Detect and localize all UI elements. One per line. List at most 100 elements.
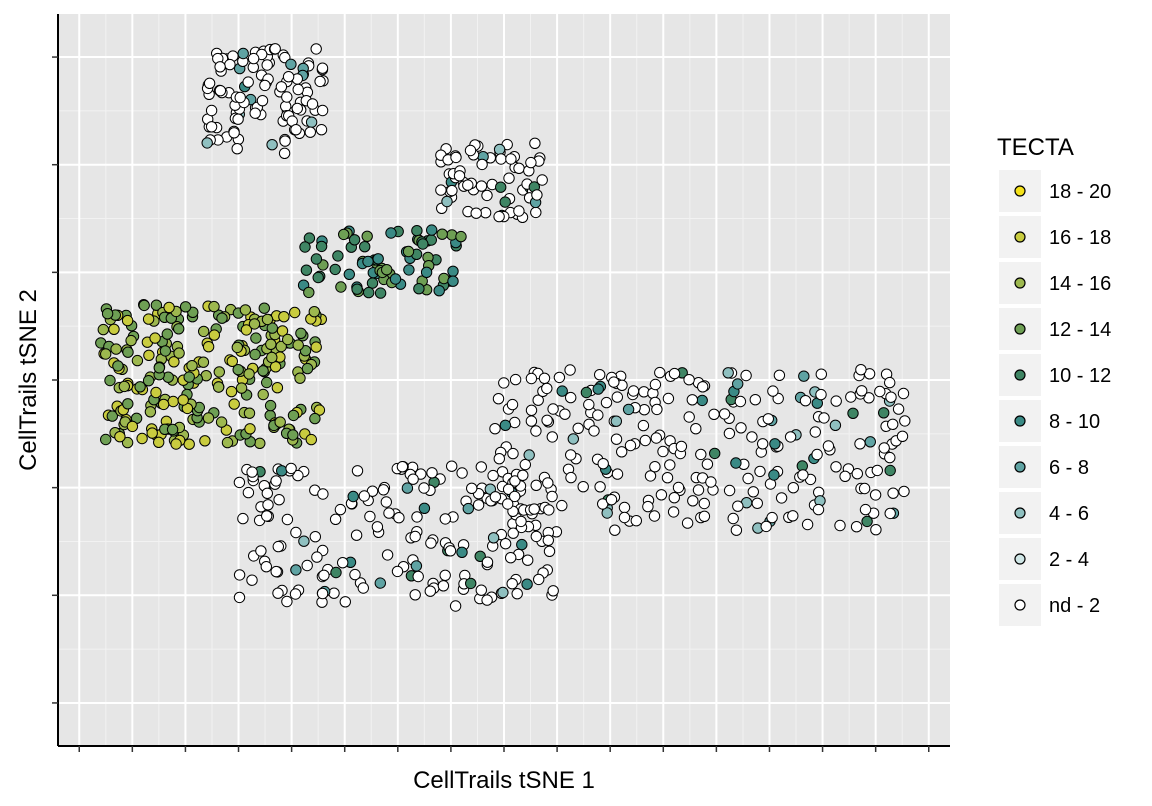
data-point — [822, 440, 835, 452]
data-point — [642, 500, 654, 513]
data-point — [664, 459, 676, 471]
data-point — [247, 52, 260, 65]
data-point — [608, 376, 620, 388]
data-point — [301, 559, 313, 572]
data-point — [740, 369, 752, 382]
legend-label: 16 - 18 — [1049, 227, 1111, 249]
data-point — [499, 538, 512, 550]
data-point — [809, 426, 821, 438]
data-point — [513, 205, 525, 217]
data-point — [309, 531, 321, 543]
data-point — [437, 580, 450, 592]
data-point — [246, 574, 258, 586]
data-point — [146, 427, 158, 439]
data-point — [506, 398, 519, 411]
data-point — [787, 482, 799, 494]
data-point — [259, 79, 271, 92]
data-point — [600, 396, 613, 409]
data-point — [316, 587, 329, 600]
data-point — [618, 511, 631, 524]
legend-label: 4 - 6 — [1049, 503, 1089, 525]
data-point — [547, 403, 559, 415]
data-point — [546, 431, 558, 443]
data-point — [208, 329, 221, 341]
legend-item: 12 - 14 — [999, 308, 1111, 350]
data-point — [310, 43, 322, 55]
data-point — [530, 530, 542, 543]
data-point — [202, 341, 215, 353]
data-point — [358, 490, 370, 502]
data-point — [546, 490, 558, 503]
data-point — [668, 367, 681, 380]
data-point — [208, 300, 220, 313]
data-point — [594, 369, 606, 381]
data-point — [216, 312, 228, 324]
data-point — [328, 587, 340, 599]
data-point — [630, 515, 642, 527]
data-point — [372, 253, 384, 265]
data-point — [413, 283, 425, 295]
legend-swatch — [1014, 369, 1026, 381]
data-point — [339, 596, 351, 608]
data-point — [503, 172, 515, 184]
data-point — [136, 432, 148, 445]
data-point — [330, 566, 342, 579]
data-point — [773, 369, 786, 381]
data-point — [278, 147, 291, 160]
data-point — [401, 482, 414, 494]
data-point — [854, 438, 866, 450]
legend-swatch — [1014, 599, 1026, 611]
data-point — [257, 388, 269, 401]
data-point — [265, 338, 277, 350]
data-point — [100, 348, 112, 360]
data-point — [475, 461, 487, 473]
data-point — [205, 104, 218, 117]
data-point — [270, 475, 282, 487]
data-point — [543, 545, 556, 557]
data-point — [305, 116, 318, 128]
data-point — [308, 306, 320, 318]
data-point — [798, 370, 810, 382]
data-point — [258, 302, 270, 314]
data-point — [371, 521, 384, 533]
data-point — [351, 465, 364, 477]
data-point — [215, 416, 228, 428]
data-point — [214, 85, 227, 97]
data-point — [462, 179, 474, 191]
data-point — [118, 380, 131, 393]
data-point — [232, 113, 244, 125]
data-point — [279, 135, 291, 147]
data-point — [855, 364, 867, 376]
data-point — [734, 395, 747, 408]
data-point — [347, 490, 359, 503]
data-point — [359, 241, 371, 253]
data-point — [605, 494, 618, 506]
data-point — [528, 503, 540, 515]
data-point — [475, 584, 487, 596]
data-point — [697, 381, 709, 393]
data-point — [543, 504, 555, 516]
data-point — [567, 433, 579, 445]
data-point — [698, 510, 711, 522]
data-point — [228, 127, 240, 139]
data-point — [110, 343, 122, 355]
data-point — [281, 91, 293, 103]
data-point — [255, 545, 267, 557]
data-point — [242, 486, 255, 499]
data-point — [525, 372, 538, 385]
data-point — [732, 500, 744, 512]
data-point — [173, 347, 185, 359]
data-point — [374, 577, 386, 589]
data-point — [681, 517, 694, 529]
data-point — [348, 234, 361, 246]
data-point — [266, 322, 278, 334]
data-point — [294, 372, 306, 384]
data-point — [316, 62, 329, 74]
data-point — [306, 98, 319, 110]
data-point — [199, 435, 211, 447]
data-point — [644, 470, 657, 482]
data-point — [311, 551, 323, 563]
data-point — [213, 366, 226, 378]
data-point — [101, 308, 114, 320]
data-point — [531, 189, 543, 201]
